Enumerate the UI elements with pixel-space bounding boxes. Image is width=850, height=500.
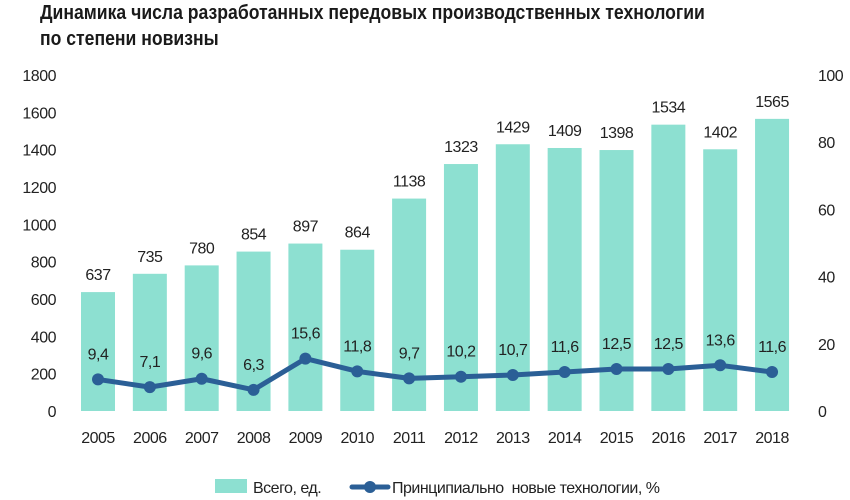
x-tick-label: 2010: [340, 430, 374, 447]
line-point: [143, 381, 156, 394]
x-tick-label: 2007: [185, 430, 219, 447]
y-left-tick-label: 1800: [22, 68, 56, 85]
y-right-tick-label: 40: [818, 270, 835, 287]
y-right-tick-label: 100: [818, 68, 844, 85]
bar-data-label: 1565: [755, 94, 789, 111]
y-right-tick-label: 60: [818, 202, 835, 219]
legend-label-line: Принципиально новые технологии, %: [392, 480, 660, 497]
bar-data-label: 735: [137, 249, 163, 266]
bar: [184, 265, 219, 411]
bar-data-label: 1534: [652, 100, 686, 117]
x-tick-label: 2017: [703, 430, 737, 447]
line-data-label: 6,3: [243, 357, 264, 374]
line-data-label: 7,1: [139, 354, 160, 371]
bar-data-label: 1398: [600, 125, 634, 142]
line-data-label: 10,2: [446, 344, 476, 361]
x-tick-label: 2008: [237, 430, 271, 447]
line-point: [247, 383, 260, 396]
bar-data-label: 1429: [496, 119, 530, 136]
y-left-tick-label: 600: [31, 292, 57, 309]
line-point: [506, 369, 519, 382]
x-tick-label: 2009: [289, 430, 323, 447]
x-tick-label: 2011: [393, 430, 426, 447]
bar: [340, 249, 375, 411]
line-point: [195, 372, 208, 385]
line-data-label: 9,6: [191, 346, 212, 363]
line-data-label: 15,6: [291, 326, 321, 343]
bar-data-label: 854: [241, 227, 267, 244]
bar: [81, 292, 115, 411]
line-data-label: 12,5: [602, 336, 632, 353]
line-point: [610, 363, 623, 375]
title-line-1: Динамика числа разработанных передовых п…: [40, 2, 705, 24]
line-point: [662, 363, 675, 375]
x-tick-label: 2016: [652, 430, 686, 447]
y-right-tick-label: 0: [818, 404, 827, 421]
y-left-tick-label: 1600: [22, 105, 56, 122]
line-point: [351, 365, 364, 378]
legend-swatch-marker: [364, 481, 376, 493]
x-tick-label: 2005: [81, 430, 115, 447]
bar-data-label: 897: [293, 219, 319, 236]
bar-data-label: 1138: [393, 174, 426, 191]
x-tick-label: 2015: [600, 430, 634, 447]
x-tick-label: 2014: [548, 430, 582, 447]
line-point: [299, 352, 312, 365]
bar: [288, 243, 323, 411]
legend-label-bars: Всего, ед.: [253, 480, 321, 497]
y-left-tick-label: 1400: [22, 143, 56, 160]
line-data-label: 12,5: [654, 336, 684, 353]
x-tick-label: 2006: [133, 430, 167, 447]
bar-data-label: 1402: [703, 124, 737, 141]
x-tick-label: 2013: [496, 430, 530, 447]
bar-data-label: 1323: [444, 139, 478, 156]
line-data-label: 9,4: [88, 346, 109, 363]
line-data-label: 10,7: [498, 342, 528, 359]
chart-title: Динамика числа разработанных передовых п…: [40, 0, 705, 52]
line-point: [454, 370, 467, 383]
title-line-2: по степени новизны: [40, 28, 219, 50]
line-data-label: 11,8: [343, 338, 372, 355]
y-left-tick-label: 1200: [22, 180, 56, 197]
line-point: [558, 366, 571, 379]
line-series: [97, 356, 773, 393]
bar: [755, 118, 790, 411]
line-point: [714, 359, 727, 372]
y-left-tick-label: 1000: [22, 217, 56, 234]
x-tick-label: 2012: [444, 430, 478, 447]
bar: [703, 149, 738, 411]
line-data-label: 9,7: [399, 345, 420, 362]
bar-data-label: 780: [189, 240, 215, 257]
y-left-tick-label: 400: [31, 329, 57, 346]
bar-data-label: 864: [345, 225, 371, 242]
x-tick-label: 2018: [755, 430, 789, 447]
legend-swatch-bars: [215, 479, 247, 493]
bar: [495, 144, 530, 411]
line-point: [403, 372, 416, 385]
line-point: [92, 373, 104, 386]
y-left-tick-label: 800: [31, 255, 57, 272]
y-right-tick-label: 80: [818, 135, 835, 152]
line-data-label: 11,6: [551, 339, 580, 356]
bar: [443, 164, 478, 411]
bar-data-label: 1409: [548, 123, 582, 140]
y-right-tick-label: 20: [818, 337, 835, 354]
y-left-tick-label: 200: [31, 367, 57, 384]
y-left-tick-label: 0: [48, 404, 57, 421]
line-data-label: 13,6: [706, 332, 736, 349]
line-data-label: 11,6: [758, 339, 787, 356]
bar-data-label: 637: [85, 267, 111, 284]
line-point: [766, 366, 779, 379]
